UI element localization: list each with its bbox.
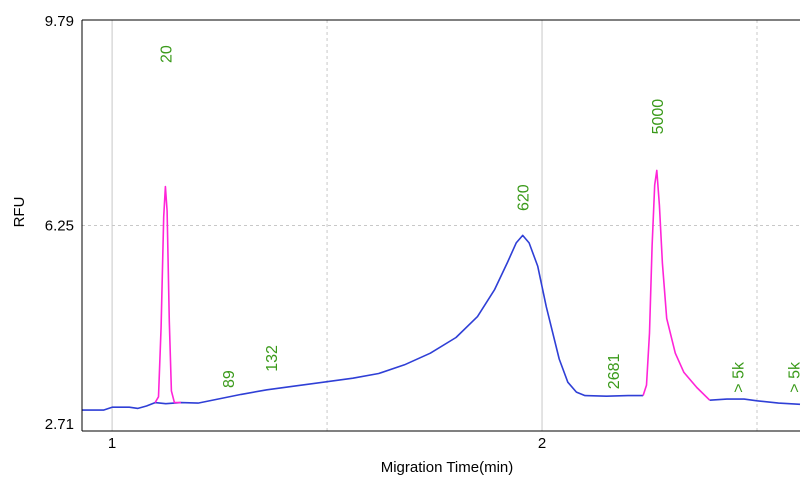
peak-label: 132	[264, 345, 281, 372]
y-tick-label: 2.71	[45, 416, 74, 433]
y-tick-label: 9.79	[45, 13, 74, 30]
peak-label: 89	[221, 370, 238, 388]
marker-peak-layer	[155, 170, 710, 402]
axis-layer: 1 2 2.71 6.25 9.79	[45, 13, 800, 452]
peak-label: > 5k	[731, 361, 748, 393]
x-tick-label: 1	[108, 435, 116, 452]
trace-line	[710, 399, 800, 404]
peak-label: 5000	[650, 99, 667, 135]
peak-label: 2681	[606, 354, 623, 390]
peak-label: > 5k	[787, 361, 801, 393]
grid-layer	[82, 20, 800, 431]
trace-layer	[82, 235, 800, 410]
y-tick-label: 6.25	[45, 218, 74, 235]
peak-label: 620	[516, 184, 533, 211]
x-axis-title: Migration Time(min)	[381, 459, 514, 476]
marker-peak-line	[155, 187, 181, 403]
y-axis-title: RFU	[11, 197, 28, 228]
x-tick-label: 2	[538, 435, 546, 452]
peak-label: 20	[158, 45, 175, 63]
marker-peak-line	[643, 170, 710, 400]
peak-label-layer: 20 89 132 620 2681 5000 > 5k > 5k	[158, 45, 801, 393]
trace-line	[82, 235, 643, 410]
